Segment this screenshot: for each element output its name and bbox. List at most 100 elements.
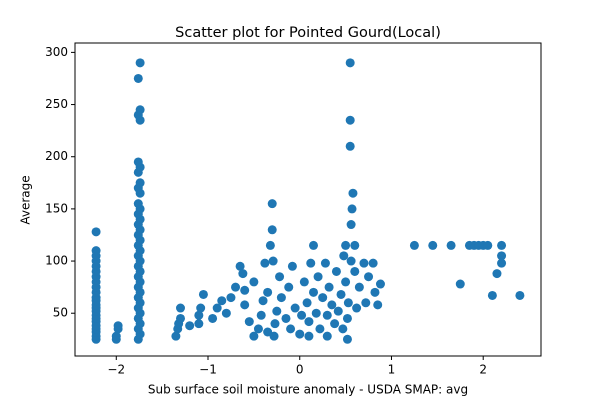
scatter-point — [346, 220, 356, 230]
scatter-point — [91, 246, 101, 256]
scatter-point — [333, 306, 343, 316]
plot-frame — [74, 42, 542, 357]
x-tick-label: 2 — [479, 363, 487, 377]
scatter-point — [492, 269, 502, 279]
scatter-point — [265, 240, 275, 250]
scatter-point — [341, 277, 351, 287]
scatter-point — [497, 258, 507, 268]
scatter-point — [281, 313, 291, 323]
x-axis-label: Sub surface soil moisture anomaly - USDA… — [148, 383, 468, 397]
scatter-point — [212, 303, 222, 313]
scatter-point — [133, 199, 143, 209]
scatter-point — [135, 58, 145, 68]
scatter-point — [133, 73, 143, 83]
scatter-point — [339, 251, 349, 261]
scatter-point — [111, 331, 121, 341]
scatter-point — [270, 319, 280, 329]
scatter-point — [347, 204, 357, 214]
scatter-point — [342, 313, 352, 323]
scatter-point — [185, 321, 195, 331]
scatter-point — [320, 258, 330, 268]
x-tick-label: −2 — [107, 363, 125, 377]
scatter-point — [297, 310, 307, 320]
scatter-point — [240, 300, 250, 310]
scatter-point — [497, 251, 507, 261]
scatter-point — [409, 240, 419, 250]
scatter-point — [286, 324, 296, 334]
scatter-point — [364, 272, 374, 282]
scatter-point — [194, 310, 204, 320]
scatter-point — [322, 331, 332, 341]
y-tick-label: 100 — [45, 254, 68, 268]
scatter-point — [276, 293, 286, 303]
scatter-point — [240, 285, 250, 295]
y-tick-label: 300 — [45, 45, 68, 59]
scatter-point — [322, 310, 332, 320]
scatter-point — [135, 105, 145, 115]
scatter-point — [327, 300, 337, 310]
x-tick-label: −1 — [199, 363, 217, 377]
scatter-point — [256, 310, 266, 320]
scatter-point — [331, 266, 341, 276]
scatter-point — [345, 141, 355, 151]
scatter-point — [231, 282, 241, 292]
scatter-point — [135, 178, 145, 188]
scatter-point — [269, 331, 279, 341]
scatter-point — [113, 321, 123, 331]
y-tick-label: 250 — [45, 97, 68, 111]
scatter-point — [304, 317, 314, 327]
scatter-point — [284, 282, 294, 292]
scatter-point — [428, 240, 438, 250]
scatter-point — [455, 279, 465, 289]
scatter-point — [350, 266, 360, 276]
scatter-point — [244, 317, 254, 327]
scatter-point — [272, 306, 282, 316]
scatter-point — [290, 303, 300, 313]
scatter-point — [313, 272, 323, 282]
scatter-point — [287, 261, 297, 271]
scatter-point — [295, 329, 305, 339]
scatter-point — [373, 300, 383, 310]
x-tick-label: 1 — [388, 363, 396, 377]
scatter-point — [171, 331, 181, 341]
scatter-point — [299, 277, 309, 287]
scatter-point — [318, 293, 328, 303]
scatter-point — [368, 258, 378, 268]
scatter-point — [359, 258, 369, 268]
scatter-point — [263, 327, 273, 337]
scatter-point — [198, 289, 208, 299]
scatter-point — [253, 324, 263, 334]
scatter-point — [309, 287, 319, 297]
scatter-point — [446, 240, 456, 250]
scatter-point — [268, 256, 278, 266]
scatter-point — [196, 303, 206, 313]
scatter-point — [309, 240, 319, 250]
scatter-point — [354, 282, 364, 292]
scatter-point — [375, 279, 385, 289]
scatter-point — [352, 303, 362, 313]
scatter-point — [370, 287, 380, 297]
chart-title: Scatter plot for Pointed Gourd(Local) — [175, 25, 441, 41]
scatter-point — [260, 258, 270, 268]
scatter-point — [350, 240, 360, 250]
scatter-point — [315, 324, 325, 334]
scatter-point — [226, 293, 236, 303]
scatter-point — [302, 298, 312, 308]
scatter-point — [249, 331, 259, 341]
scatter-point — [238, 269, 248, 279]
scatter-point — [258, 296, 268, 306]
scatter-point — [249, 277, 259, 287]
scatter-point — [487, 290, 497, 300]
scatter-point — [338, 324, 348, 334]
x-tick-label: 0 — [296, 363, 304, 377]
scatter-point — [306, 258, 316, 268]
scatter-point — [311, 308, 321, 318]
scatter-point — [235, 261, 245, 271]
scatter-point — [91, 227, 101, 237]
scatter-point — [304, 331, 314, 341]
scatter-point — [133, 157, 143, 167]
scatter-point — [341, 240, 351, 250]
scatter-point — [342, 334, 352, 344]
y-tick-label: 50 — [53, 306, 68, 320]
